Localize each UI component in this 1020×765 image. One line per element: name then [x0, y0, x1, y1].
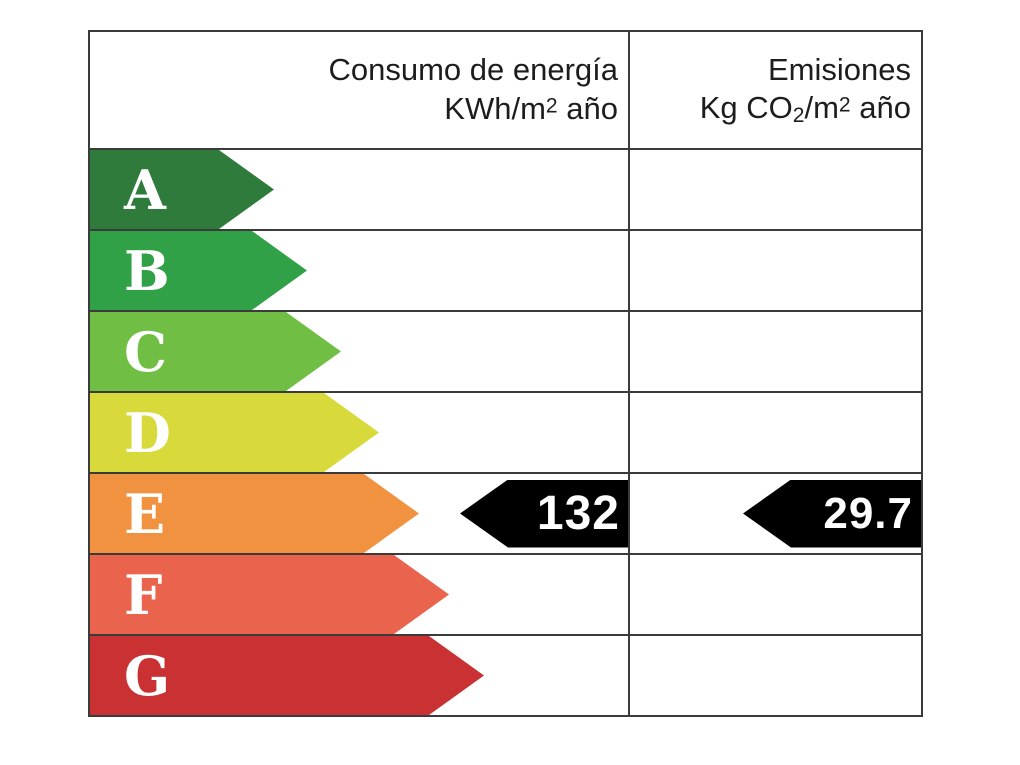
emisiones-header-cell: Emisiones Kg CO2/m2 año [630, 32, 921, 148]
rating-row-b-consumo-cell: B [90, 231, 630, 310]
consumo-unit-pre: KWh/m [444, 91, 546, 126]
rating-row-d: D [90, 391, 921, 472]
rating-bar-e: E [90, 474, 419, 553]
consumo-value: 132 [536, 486, 620, 540]
rating-row-e-emisiones-cell: 29.7 [630, 474, 921, 553]
consumo-unit-superscript: 2 [545, 94, 558, 118]
consumo-header-cell: Consumo de energía KWh/m2 año [90, 32, 630, 148]
rating-row-d-consumo-cell: D [90, 393, 630, 472]
rating-letter-c: C [124, 319, 167, 384]
rating-letter-d: D [124, 400, 171, 465]
rating-letter-a: A [124, 157, 166, 222]
rating-row-f-consumo-cell: F [90, 555, 630, 634]
rating-row-b-emisiones-cell [630, 231, 921, 310]
rating-row-g-consumo-cell: G [90, 636, 630, 715]
rating-row-a: A [90, 150, 921, 229]
rating-row-a-emisiones-cell [630, 150, 921, 229]
consumo-value-arrow: 132 [460, 479, 628, 548]
rating-letter-b: B [124, 238, 170, 303]
emisiones-header-unit: Kg CO2/m2 año [700, 89, 911, 129]
consumo-header-title: Consumo de energía [328, 52, 618, 88]
rating-letter-f: F [124, 562, 163, 627]
consumo-unit-post: año [557, 91, 618, 126]
rating-bar-a: A [90, 150, 274, 229]
rating-row-d-emisiones-cell [630, 393, 921, 472]
rating-bar-c: C [90, 312, 341, 391]
rating-row-c-emisiones-cell [630, 312, 921, 391]
rating-row-g: G [90, 634, 921, 715]
consumo-header-unit: KWh/m2 año [444, 90, 618, 129]
rating-row-e-consumo-cell: E 132 [90, 474, 630, 553]
rating-row-c: C [90, 310, 921, 391]
rating-letter-e: E [124, 481, 166, 546]
energy-rating-table: Consumo de energía KWh/m2 año Emisiones … [88, 30, 923, 717]
emisiones-unit-subscript: 2 [792, 104, 805, 128]
emisiones-unit-pre: Kg CO [699, 90, 793, 126]
emisiones-header-title: Emisiones [768, 51, 911, 87]
rating-row-f: F [90, 553, 921, 634]
rating-letter-g: G [124, 643, 171, 708]
table-header-row: Consumo de energía KWh/m2 año Emisiones … [90, 32, 921, 150]
rating-row-a-consumo-cell: A [90, 150, 630, 229]
emisiones-unit-superscript: 2 [838, 94, 851, 117]
rating-bar-b: B [90, 231, 307, 310]
emisiones-unit-mid: /m [804, 90, 839, 126]
emisiones-unit-post: año [850, 90, 911, 126]
emisiones-value-arrow: 29.7 [743, 479, 921, 548]
emisiones-value: 29.7 [823, 488, 913, 538]
rating-bar-d: D [90, 393, 379, 472]
rating-bar-g: G [90, 636, 484, 715]
rating-row-g-emisiones-cell [630, 636, 921, 715]
rating-row-b: B [90, 229, 921, 310]
rating-bar-f: F [90, 555, 449, 634]
rating-row-c-consumo-cell: C [90, 312, 630, 391]
rating-row-e: E 132 29.7 [90, 472, 921, 553]
rating-row-f-emisiones-cell [630, 555, 921, 634]
